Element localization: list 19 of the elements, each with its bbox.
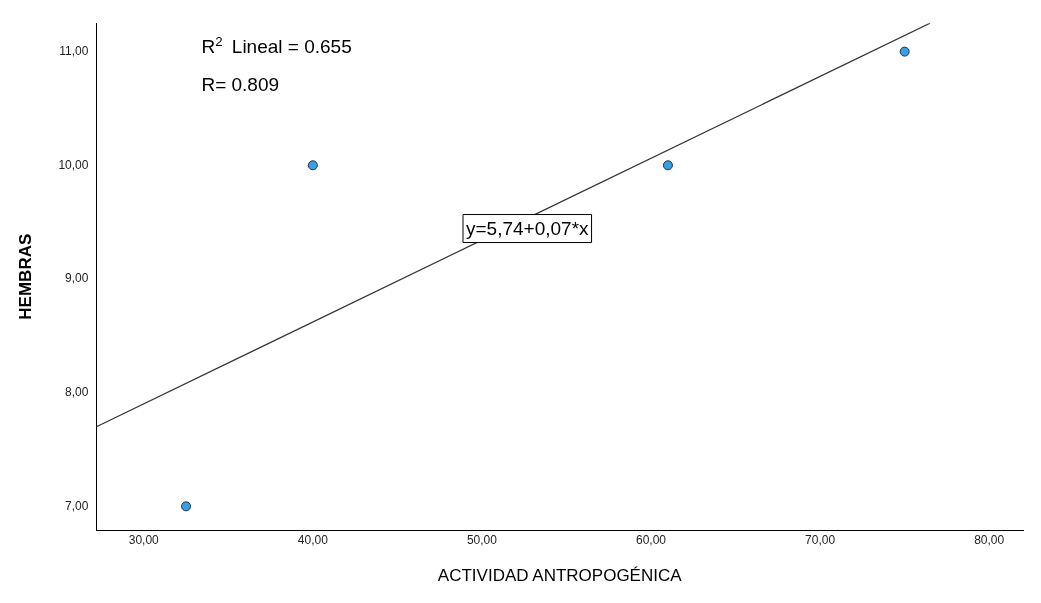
point — [181, 501, 192, 512]
y-tick-label: 9,00 — [65, 271, 89, 286]
y-tick-label: 11,00 — [59, 43, 89, 58]
point — [899, 46, 910, 57]
x-tick-label: 40,00 — [297, 532, 329, 547]
point — [307, 160, 318, 171]
y-tick-label: 7,00 — [65, 498, 89, 513]
x-tick-label: 50,00 — [466, 532, 498, 547]
point — [662, 160, 673, 171]
y-tick-label: 10,00 — [58, 157, 89, 172]
x-tick-label: 30,00 — [128, 532, 160, 547]
x-tick-label: 60,00 — [636, 532, 667, 547]
y-axis-title: HEMBRAS — [15, 233, 35, 320]
annotation: y=5,74+0,07*x — [466, 217, 590, 239]
annotation: R= 0.809 — [201, 74, 280, 96]
x-axis-title: ACTIVIDAD ANTROPOGÉNICA — [437, 566, 683, 586]
y-tick-label: 8,00 — [65, 384, 89, 399]
x-tick-label: 80,00 — [974, 532, 1005, 547]
x-tick-label: 70,00 — [805, 532, 836, 547]
